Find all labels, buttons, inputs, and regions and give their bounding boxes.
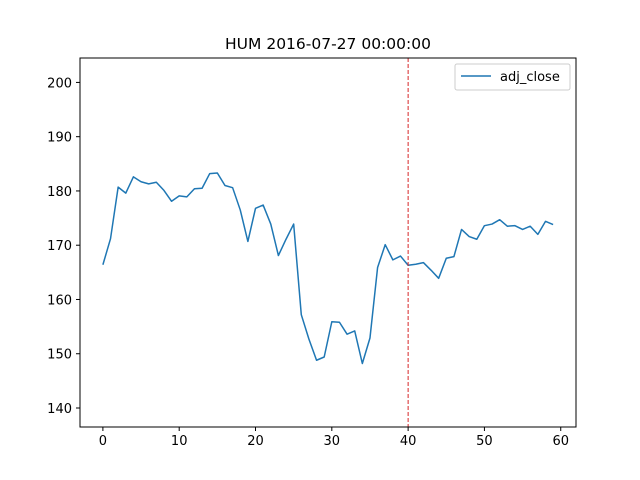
- x-tick-label: 0: [99, 434, 107, 449]
- x-tick-label: 40: [400, 434, 417, 449]
- y-tick-label: 200: [47, 76, 72, 91]
- legend: adj_close: [454, 63, 571, 91]
- y-tick-label: 140: [47, 402, 72, 417]
- y-tick-label: 160: [47, 293, 72, 308]
- x-tick-label: 30: [324, 434, 341, 449]
- chart-title: HUM 2016-07-27 00:00:00: [225, 35, 431, 53]
- series-line-adj-close: [102, 172, 554, 365]
- x-tick-label: 50: [476, 434, 493, 449]
- x-tick-label: 20: [247, 434, 264, 449]
- y-axis: 140 150 160 170 180 190 200: [47, 76, 80, 417]
- x-axis: 0 10 20 30 40 50 60: [99, 427, 569, 449]
- axes-frame: [79, 57, 577, 428]
- plot-area: [79, 57, 577, 428]
- legend-label: adj_close: [500, 70, 560, 85]
- y-tick-label: 170: [47, 239, 72, 254]
- legend-frame: [454, 63, 571, 91]
- y-tick-label: 190: [47, 131, 72, 146]
- y-tick-label: 180: [47, 185, 72, 200]
- y-tick-label: 150: [47, 348, 72, 363]
- x-tick-label: 10: [171, 434, 188, 449]
- x-tick-label: 60: [552, 434, 569, 449]
